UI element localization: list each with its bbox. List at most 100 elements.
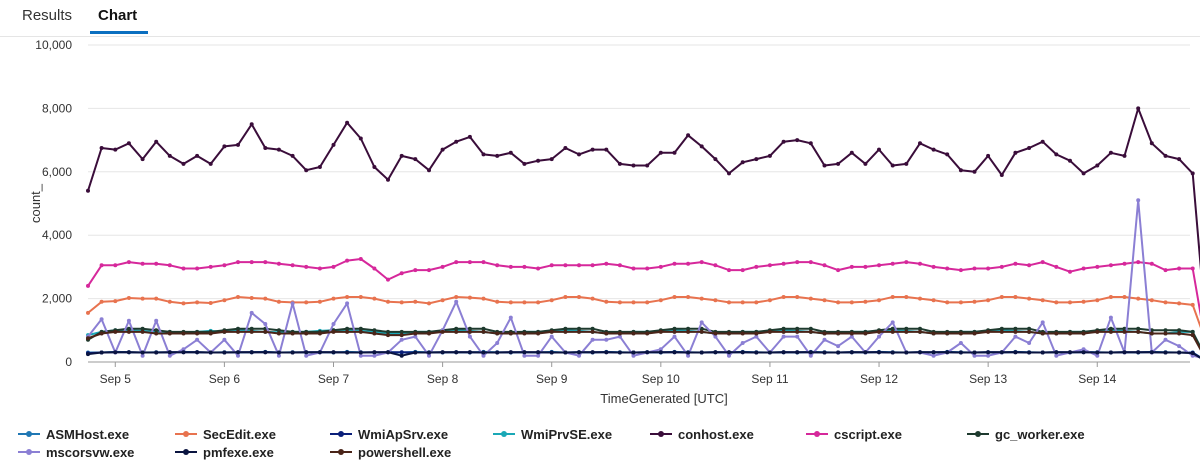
data-point-conhost [495, 153, 500, 158]
data-point-cscript [877, 263, 881, 268]
data-point-powershell [945, 331, 950, 336]
data-point-powershell [167, 331, 172, 336]
data-point-pmfexe [236, 350, 240, 355]
data-point-pmfexe [1095, 350, 1100, 355]
data-point-secedit [536, 300, 541, 305]
data-point-powershell [99, 331, 104, 336]
x-tick-label: Sep 5 [100, 372, 132, 386]
data-point-conhost [1068, 158, 1072, 163]
legend-swatch-icon [493, 428, 515, 440]
data-point-conhost [604, 147, 609, 152]
data-point-cscript [1068, 269, 1072, 274]
data-point-conhost [931, 147, 936, 152]
legend-item-asmhost[interactable]: ASMHost.exe [18, 425, 129, 443]
legend-item-conhost[interactable]: conhost.exe [650, 425, 754, 443]
data-point-cscript [740, 268, 745, 273]
data-point-secedit [645, 300, 650, 305]
data-point-cscript [822, 263, 827, 268]
data-point-conhost [672, 150, 677, 155]
data-point-conhost [1108, 150, 1113, 155]
tab-chart[interactable]: Chart [98, 7, 138, 24]
data-point-gc-worker [345, 326, 350, 331]
data-point-mscorsvw [1108, 315, 1113, 320]
legend-item-wmiprvse[interactable]: WmiPrvSE.exe [493, 425, 612, 443]
data-point-mscorsvw [195, 337, 200, 342]
data-point-conhost [754, 157, 759, 162]
data-point-powershell [427, 331, 431, 336]
data-point-mscorsvw [972, 353, 977, 358]
data-point-pmfexe [345, 350, 350, 355]
data-point-mscorsvw [481, 353, 486, 358]
legend-swatch-icon [18, 428, 40, 440]
data-point-powershell [658, 329, 663, 334]
legend-item-cscript[interactable]: cscript.exe [806, 425, 902, 443]
data-point-cscript [658, 264, 663, 269]
data-point-cscript [249, 260, 254, 265]
data-point-mscorsvw [222, 337, 227, 342]
data-point-cscript [754, 264, 759, 269]
data-point-gc-worker [358, 326, 363, 331]
data-point-cscript [904, 260, 909, 265]
data-point-cscript [331, 264, 336, 269]
data-point-secedit [836, 300, 841, 305]
legend-label: conhost.exe [678, 426, 754, 442]
data-point-secedit [549, 298, 554, 303]
data-point-pmfexe [249, 350, 254, 355]
data-point-pmfexe [181, 350, 186, 355]
data-point-cscript [440, 264, 445, 269]
legend-item-secedit[interactable]: SecEdit.exe [175, 425, 276, 443]
data-point-conhost [113, 147, 118, 152]
legend-item-mscorsvw[interactable]: mscorsvw.exe [18, 443, 134, 461]
data-point-conhost [508, 150, 513, 155]
data-point-cscript [795, 260, 800, 265]
data-point-cscript [263, 260, 268, 265]
legend-item-powershell[interactable]: powershell.exe [330, 443, 451, 461]
data-point-secedit [263, 296, 268, 301]
data-point-secedit [1095, 298, 1100, 303]
data-point-pmfexe [727, 350, 731, 355]
data-point-mscorsvw [1054, 353, 1059, 358]
data-point-conhost [536, 158, 541, 163]
data-point-gc-worker [563, 326, 568, 331]
legend-label: powershell.exe [358, 444, 452, 460]
data-point-pmfexe [536, 350, 541, 355]
data-point-cscript [236, 260, 240, 265]
data-point-cscript [1027, 263, 1032, 268]
data-point-secedit [986, 298, 991, 303]
data-point-conhost [522, 161, 527, 166]
data-point-pmfexe [686, 350, 691, 355]
data-point-mscorsvw [822, 337, 827, 342]
data-point-mscorsvw [808, 353, 813, 358]
data-point-powershell [672, 329, 677, 334]
legend-label: mscorsvw.exe [46, 444, 135, 460]
legend-item-wmiapsrv[interactable]: WmiApSrv.exe [330, 425, 448, 443]
data-point-secedit [563, 295, 568, 299]
data-point-secedit [99, 299, 104, 304]
data-point-mscorsvw [754, 334, 759, 339]
data-point-secedit [958, 300, 963, 305]
data-point-powershell [454, 329, 459, 334]
data-point-secedit [427, 301, 431, 306]
data-point-pmfexe [822, 350, 827, 355]
data-point-pmfexe [290, 350, 295, 355]
legend-label: pmfexe.exe [203, 444, 274, 460]
data-point-gc-worker [1013, 326, 1018, 331]
data-point-conhost [195, 153, 200, 158]
legend-item-pmfexe[interactable]: pmfexe.exe [175, 443, 274, 461]
tab-results[interactable]: Results [22, 7, 73, 24]
data-point-cscript [890, 261, 895, 266]
data-point-cscript [195, 266, 200, 271]
legend-item-gc-worker[interactable]: gc_worker.exe [967, 425, 1085, 443]
data-point-mscorsvw [154, 318, 159, 323]
data-point-pmfexe [1040, 350, 1045, 355]
data-point-secedit [454, 295, 459, 299]
data-point-gc-worker [577, 326, 581, 331]
data-point-powershell [1095, 329, 1100, 334]
data-point-pmfexe [672, 350, 677, 355]
data-point-pmfexe [317, 350, 322, 355]
legend-label: gc_worker.exe [995, 426, 1085, 442]
data-point-pmfexe [372, 350, 377, 355]
data-point-cscript [699, 260, 704, 265]
data-point-conhost [713, 157, 718, 162]
data-point-pmfexe [863, 350, 868, 355]
